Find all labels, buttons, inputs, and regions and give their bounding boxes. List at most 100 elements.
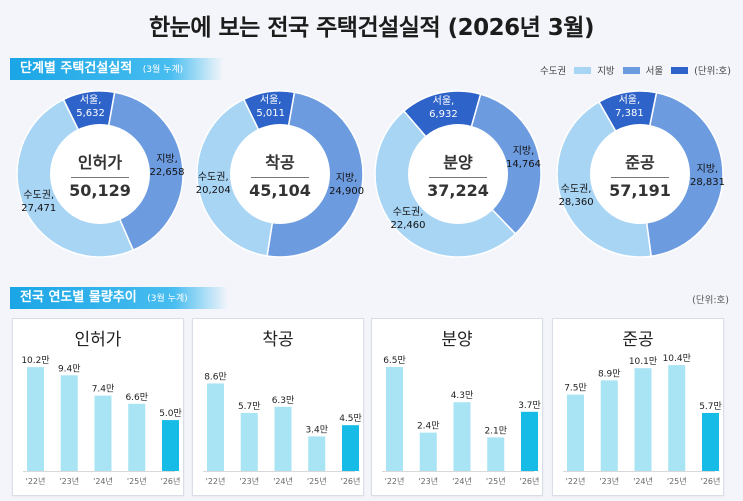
bar-chart-panels: 10.2만 '22년 9.4만 '23년 7.4만 '24년 6.6만 '25년 5.0만 '26…: [12, 318, 732, 496]
bar-value-label: 8.9만: [598, 368, 621, 379]
chart-legend: 수도권 지방 서울 (단위:호): [540, 63, 731, 77]
x-tick-label: '25년: [486, 476, 506, 486]
slice-name: 수도권,: [560, 183, 592, 195]
slice-name: 수도권,: [197, 171, 229, 183]
slice-name: 서울,: [259, 95, 282, 107]
bar: [668, 365, 686, 471]
bar: [128, 403, 146, 471]
x-tick-label: '23년: [599, 476, 619, 486]
section-subtitle: (3월 누계): [147, 294, 188, 304]
bar: [342, 425, 359, 471]
bar-chart-panel: 8.6만 '22년 5.7만 '23년 6.3만 '24년 3.4만 '25년 4.5만 '26년…: [192, 318, 364, 496]
bar-value-label: 4.5만: [339, 413, 362, 424]
x-tick-label: '25년: [127, 476, 147, 486]
legend-swatch-regional: [622, 66, 640, 74]
x-tick-label: '23년: [239, 476, 259, 486]
bar: [600, 380, 618, 471]
bar-value-label: 6.3만: [272, 395, 295, 406]
legend-swatch-capital: [574, 66, 592, 74]
section-title: 단계별 주택건설실적: [20, 61, 133, 76]
bar-value-label: 6.5만: [383, 355, 406, 366]
donut-label-capital: 수도권, 28,360: [555, 183, 597, 209]
donut-center: 준공 57,191: [590, 124, 690, 224]
donut-chart: 착공 45,104 서울, 5,011 지방, 24,900 수도권, 20,204: [196, 90, 364, 258]
x-tick-label: '23년: [59, 476, 79, 486]
slice-value: 20,204: [195, 184, 231, 196]
bar: [453, 402, 471, 471]
slice-value: 27,471: [21, 203, 57, 215]
bar: [60, 375, 78, 471]
x-tick-label: '22년: [385, 476, 405, 486]
bar-chart-panel: 10.2만 '22년 9.4만 '23년 7.4만 '24년 6.6만 '25년 5.0만 '26…: [12, 318, 184, 496]
bar-value-label: 7.5만: [564, 383, 587, 394]
x-tick-label: '22년: [566, 476, 586, 486]
bar-chart-svg: 6.5만 '22년 2.4만 '23년 4.3만 '24년 2.1만 '25년 3.7만 '26년: [382, 355, 541, 486]
x-tick-label: '22년: [206, 476, 226, 486]
donut-chart: 분양 37,224 서울, 6,932 지방, 14,764 수도권, 22,460: [374, 90, 542, 258]
slice-value: 5,632: [76, 108, 105, 120]
legend-swatch-seoul: [671, 66, 689, 74]
bar-chart-svg: 7.5만 '22년 8.9만 '23년 10.1만 '24년 10.4만 '25년 5.7만 '2…: [563, 353, 722, 486]
slice-name: 수도권,: [23, 190, 55, 202]
donut-label-capital: 수도권, 27,471: [18, 189, 60, 215]
x-tick-label: '23년: [418, 476, 438, 486]
bar-chart-panel: 7.5만 '22년 8.9만 '23년 10.1만 '24년 10.4만 '25년 5.7만 '2…: [552, 318, 724, 496]
donut-label-regional: 지방, 14,764: [503, 145, 543, 171]
section-header-stages: 단계별 주택건설실적 (3월 누계): [10, 58, 224, 80]
section-title: 전국 연도별 물량추이: [20, 290, 137, 305]
bar-value-label: 4.3만: [451, 390, 474, 401]
slice-value: 28,831: [689, 177, 725, 189]
section-header-yearly: 전국 연도별 물량추이 (3월 누계): [10, 287, 228, 309]
slice-value: 5,011: [256, 108, 285, 120]
donut-stage-name: 준공: [625, 152, 655, 172]
divider: [251, 176, 309, 178]
bar-value-label: 5.0만: [159, 408, 182, 419]
bar-value-label: 10.4만: [663, 353, 691, 364]
x-tick-label: '26년: [341, 476, 361, 486]
bar: [27, 367, 44, 471]
bar-value-label: 10.1만: [629, 356, 657, 367]
bar-value-label: 9.4만: [58, 363, 81, 374]
donut-center: 인허가 50,129: [50, 124, 150, 224]
bar-value-label: 2.4만: [417, 421, 440, 432]
bar-chart-title: 준공: [622, 330, 654, 350]
bar: [702, 412, 719, 471]
slice-value: 24,900: [329, 186, 365, 198]
bar-chart-title: 인허가: [74, 330, 122, 350]
legend-label-capital: 수도권: [539, 66, 567, 77]
x-tick-label: '24년: [93, 476, 113, 486]
bar-value-label: 10.2만: [21, 355, 49, 366]
slice-name: 서울,: [618, 95, 641, 107]
bar-chart-title: 분양: [441, 330, 473, 350]
donut-label-seoul: 서울, 6,932: [423, 95, 463, 121]
donut-label-seoul: 서울, 5,632: [71, 94, 111, 120]
x-tick-label: '22년: [26, 476, 46, 486]
donut-total: 45,104: [249, 180, 311, 200]
divider: [71, 176, 129, 178]
bar-value-label: 5.7만: [699, 401, 722, 412]
bar: [634, 368, 652, 471]
bar: [419, 432, 437, 471]
x-tick-label: '26년: [520, 476, 540, 486]
slice-value: 22,460: [390, 220, 426, 232]
slice-value: 22,658: [149, 167, 185, 179]
slice-name: 지방,: [335, 173, 358, 185]
bar-chart-svg: 8.6만 '22년 5.7만 '23년 6.3만 '24년 3.4만 '25년 4.5만 '26년: [203, 371, 362, 486]
slice-value: 28,360: [558, 196, 594, 208]
divider: [611, 176, 669, 178]
donut-label-seoul: 서울, 7,381: [609, 94, 649, 120]
x-tick-label: '26년: [701, 476, 721, 486]
donut-stage-name: 인허가: [77, 152, 123, 172]
donut-total: 37,224: [427, 180, 489, 200]
legend-label-regional: 지방: [597, 66, 615, 77]
donut-label-regional: 지방, 24,900: [327, 172, 367, 198]
slice-name: 수도권,: [392, 207, 424, 219]
donut-chart: 준공 57,191 서울, 7,381 지방, 28,831 수도권, 28,360: [555, 90, 725, 258]
donut-center: 분양 37,224: [408, 124, 508, 224]
slice-value: 14,764: [505, 158, 541, 170]
donut-total: 57,191: [609, 180, 671, 200]
donut-stage-name: 착공: [265, 152, 295, 172]
unit-label: (단위:호): [692, 295, 729, 306]
slice-name: 지방,: [696, 164, 719, 176]
bar-value-label: 3.4만: [305, 424, 328, 435]
